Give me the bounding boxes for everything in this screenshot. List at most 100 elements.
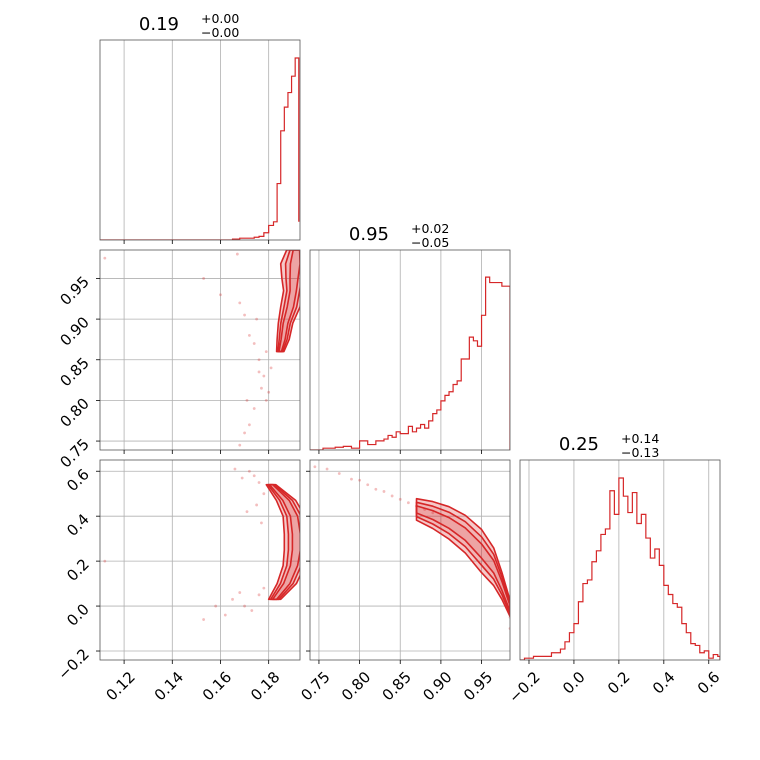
title-upper-0: +0.00 bbox=[201, 11, 239, 26]
panel-1-1 bbox=[309, 249, 511, 454]
scatter-point-3 bbox=[350, 477, 353, 481]
y-tick-label-3: 0.90 bbox=[56, 313, 92, 349]
scatter-point-16 bbox=[245, 510, 249, 514]
scatter-point-16 bbox=[238, 443, 242, 447]
y-tick-label-0: 0.75 bbox=[56, 435, 92, 471]
scatter-point-17 bbox=[240, 476, 244, 480]
histogram-step-1 bbox=[310, 276, 510, 450]
scatter-point-14 bbox=[255, 503, 259, 507]
title-param-0: 0.19 +0.00 −0.00 bbox=[139, 11, 239, 40]
title-param-1: 0.95 +0.02 −0.05 bbox=[349, 221, 449, 250]
scatter-point-0 bbox=[103, 559, 107, 563]
panel-border bbox=[519, 459, 721, 661]
scatter-point-2 bbox=[219, 293, 222, 297]
scatter-point-10 bbox=[406, 501, 410, 505]
scatter-point-2 bbox=[337, 472, 341, 475]
y-tick-label-1: 0.80 bbox=[56, 395, 92, 431]
scatter-point-2 bbox=[214, 604, 218, 608]
x-tick-label-0: 0.12 bbox=[102, 668, 138, 704]
title-value-1: 0.95 bbox=[349, 224, 389, 245]
x-tick-label-2: 0.2 bbox=[604, 668, 634, 698]
scatter-point-5 bbox=[238, 591, 242, 594]
scatter-point-6 bbox=[243, 604, 246, 608]
title-value-2: 0.25 bbox=[559, 434, 599, 455]
scatter-point-13 bbox=[252, 407, 256, 410]
panel-content bbox=[520, 460, 720, 660]
y-tick-label-2: 0.2 bbox=[63, 555, 93, 585]
scatter-point-0 bbox=[313, 465, 317, 469]
x-tick-label-1: 0.0 bbox=[559, 668, 589, 698]
scatter-point-11 bbox=[257, 481, 261, 484]
scatter-point-4 bbox=[231, 597, 234, 601]
panel-content bbox=[100, 40, 300, 240]
scatter-point-18 bbox=[233, 467, 237, 471]
scatter-point-8 bbox=[257, 593, 261, 597]
scatter-point-11 bbox=[267, 390, 271, 394]
x-tick-label-4: 0.6 bbox=[694, 668, 724, 698]
scatter-point-14 bbox=[247, 423, 251, 427]
histogram-step-2 bbox=[520, 477, 720, 660]
panel-content bbox=[310, 250, 510, 450]
y-tick-label-3: 0.4 bbox=[63, 510, 93, 540]
y-tick-label-0: −0.2 bbox=[54, 645, 92, 683]
x-tick-label-4: 0.95 bbox=[460, 668, 496, 704]
scatter-point-10 bbox=[252, 474, 256, 478]
scatter-point-18 bbox=[257, 358, 261, 362]
scatter-point-3 bbox=[223, 613, 227, 617]
contour-p0_p1-2 bbox=[278, 250, 300, 353]
scatter-point-5 bbox=[247, 333, 251, 337]
scatter-point-15 bbox=[243, 431, 246, 435]
panel-border bbox=[99, 459, 301, 661]
x-tick-label-2: 0.16 bbox=[199, 668, 235, 704]
title-lower-1: −0.05 bbox=[411, 235, 449, 250]
scatter-point-1 bbox=[202, 277, 206, 280]
x-tick-label-2: 0.85 bbox=[379, 668, 415, 704]
y-tick-label-1: 0.0 bbox=[63, 600, 93, 630]
x-tick-label-3: 0.90 bbox=[419, 668, 455, 704]
scatter-point-20 bbox=[255, 317, 259, 321]
x-tick-label-0: 0.75 bbox=[297, 668, 333, 704]
panel-content bbox=[310, 460, 510, 660]
scatter-point-0 bbox=[103, 256, 107, 260]
panel-2-1: 0.75 0.80 0.85 0.90 0.95 bbox=[297, 459, 511, 704]
scatter-point-6 bbox=[374, 487, 378, 491]
panel-border bbox=[99, 39, 301, 241]
y-tick-label-4: 0.95 bbox=[56, 273, 92, 309]
title-param-2: 0.25 +0.14 −0.13 bbox=[559, 431, 659, 460]
scatter-point-5 bbox=[366, 483, 370, 487]
scatter-point-4 bbox=[243, 313, 246, 317]
panel-border bbox=[99, 249, 301, 451]
panel-2-0: 0.12 0.14 0.16 0.18−0.20.00.20.40.6 bbox=[54, 459, 301, 704]
panel-content bbox=[100, 250, 300, 450]
scatter-point-6 bbox=[252, 342, 256, 345]
scatter-point-4 bbox=[358, 478, 361, 482]
panel-1-0: 0.75 0.80 0.85 0.90 0.95 bbox=[56, 249, 301, 472]
x-tick-label-0: −0.2 bbox=[505, 668, 543, 706]
panels: −0.2 0.0 0.2 0.4 0.60.750.800.850.900.950.12… bbox=[54, 39, 724, 707]
title-upper-2: +0.14 bbox=[621, 431, 659, 446]
scatter-point-1 bbox=[325, 467, 329, 471]
histogram-step-0 bbox=[100, 57, 300, 240]
scatter-point-9 bbox=[260, 386, 263, 390]
scatter-point-9 bbox=[398, 497, 402, 501]
title-upper-1: +0.02 bbox=[411, 221, 449, 236]
contour-p0_p2-0 bbox=[265, 483, 300, 601]
scatter-point-7 bbox=[382, 490, 386, 493]
y-tick-label-2: 0.85 bbox=[56, 354, 92, 390]
scatter-point-10 bbox=[264, 399, 268, 402]
panel-content bbox=[100, 460, 300, 660]
panel-0-0 bbox=[99, 39, 301, 244]
title-lower-2: −0.13 bbox=[621, 445, 659, 460]
scatter-point-1 bbox=[202, 618, 206, 621]
x-tick-label-1: 0.14 bbox=[151, 668, 187, 704]
scatter-point-7 bbox=[257, 370, 261, 374]
scatter-point-12 bbox=[269, 366, 273, 370]
scatter-point-15 bbox=[260, 521, 263, 525]
scatter-point-8 bbox=[390, 494, 394, 498]
panel-2-2: −0.2 0.0 0.2 0.4 0.6 bbox=[505, 459, 724, 707]
panel-border bbox=[309, 459, 511, 661]
x-tick-label-3: 0.18 bbox=[247, 668, 283, 704]
scatter-point-12 bbox=[262, 492, 266, 496]
x-tick-label-1: 0.80 bbox=[338, 668, 374, 704]
